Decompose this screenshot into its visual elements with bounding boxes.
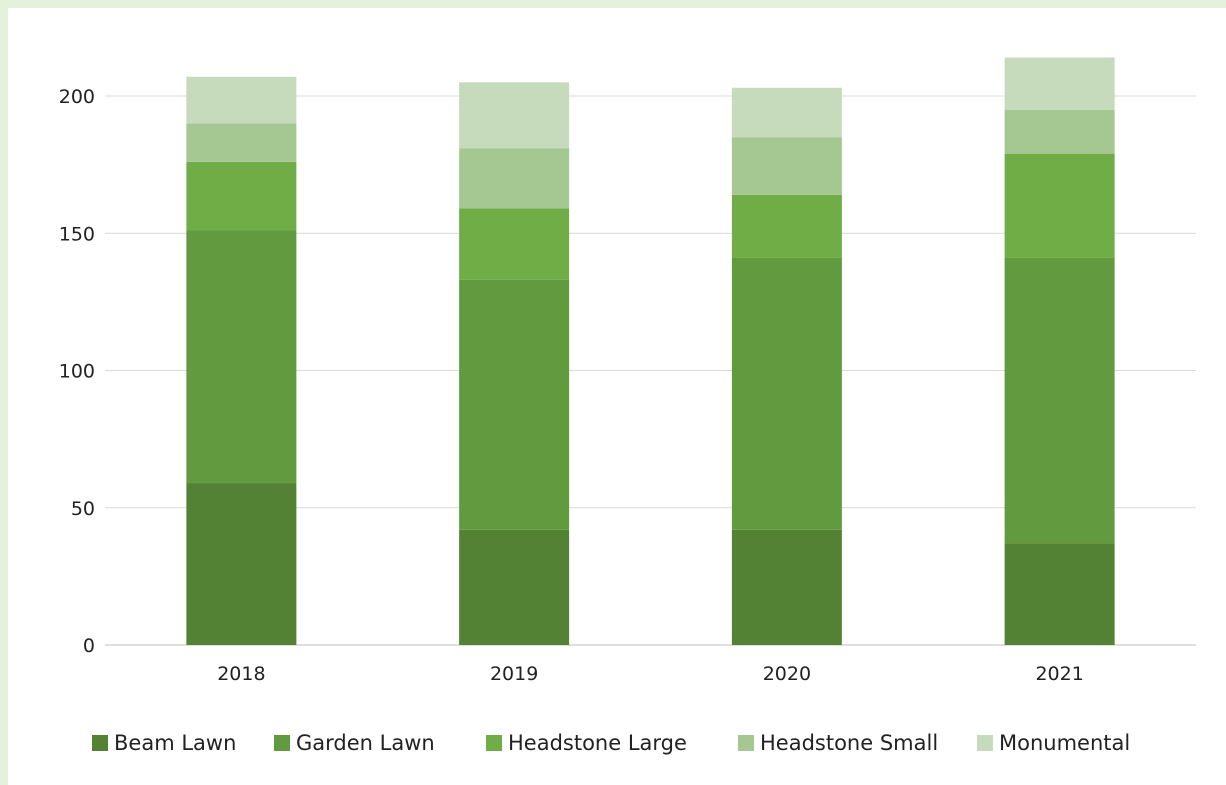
bar-beam-lawn-2018: [186, 483, 297, 645]
y-tick-label: 200: [59, 86, 95, 108]
bar-monumental-2021: [1004, 57, 1115, 110]
legend-swatch-headstone-large: [486, 735, 502, 751]
y-tick-label: 50: [71, 498, 95, 520]
bar-headstone-small-2020: [731, 137, 842, 195]
legend-swatch-garden-lawn: [274, 735, 290, 751]
bar-beam-lawn-2021: [1004, 543, 1115, 645]
y-axis: 0 50 100 150 200: [59, 86, 95, 657]
legend-swatch-beam-lawn: [92, 735, 108, 751]
bar-headstone-large-2020: [731, 194, 842, 258]
bar-beam-lawn-2019: [459, 529, 570, 645]
legend-label: Beam Lawn: [114, 731, 236, 755]
legend-swatch-headstone-small: [738, 735, 754, 751]
x-tick-label: 2018: [217, 663, 265, 685]
legend-swatch-monumental: [977, 735, 993, 751]
legend-label: Monumental: [999, 731, 1130, 755]
bar-monumental-2020: [731, 87, 842, 138]
bar-garden-lawn-2018: [186, 230, 297, 484]
legend-label: Garden Lawn: [296, 731, 435, 755]
y-tick-label: 100: [59, 361, 95, 383]
chart-panel: 0 50 100 150 200 2018 2019 2020 2021 Beam Lawn G…: [8, 8, 1226, 785]
bars: [186, 57, 1115, 645]
x-axis: 2018 2019 2020 2021: [217, 663, 1084, 685]
bar-garden-lawn-2021: [1004, 257, 1115, 544]
legend-label: Headstone Small: [760, 731, 938, 755]
bar-headstone-small-2019: [459, 148, 570, 209]
bar-headstone-small-2021: [1004, 109, 1115, 154]
y-tick-label: 150: [59, 223, 95, 245]
bar-garden-lawn-2019: [459, 279, 570, 530]
y-tick-label: 0: [83, 635, 95, 657]
x-tick-label: 2019: [490, 663, 538, 685]
bar-monumental-2019: [459, 82, 570, 149]
x-tick-label: 2021: [1035, 663, 1083, 685]
stacked-bar-chart: 0 50 100 150 200 2018 2019 2020 2021 Beam Lawn G…: [59, 57, 1196, 755]
x-tick-label: 2020: [763, 663, 811, 685]
legend-label: Headstone Large: [508, 731, 687, 755]
bar-garden-lawn-2020: [731, 257, 842, 530]
bar-headstone-large-2021: [1004, 153, 1115, 258]
bar-headstone-large-2019: [459, 208, 570, 280]
bar-headstone-large-2018: [186, 161, 297, 231]
bar-monumental-2018: [186, 76, 297, 124]
legend: Beam Lawn Garden Lawn Headstone Large Heads…: [92, 731, 1130, 755]
bar-headstone-small-2018: [186, 123, 297, 162]
bar-beam-lawn-2020: [731, 529, 842, 645]
